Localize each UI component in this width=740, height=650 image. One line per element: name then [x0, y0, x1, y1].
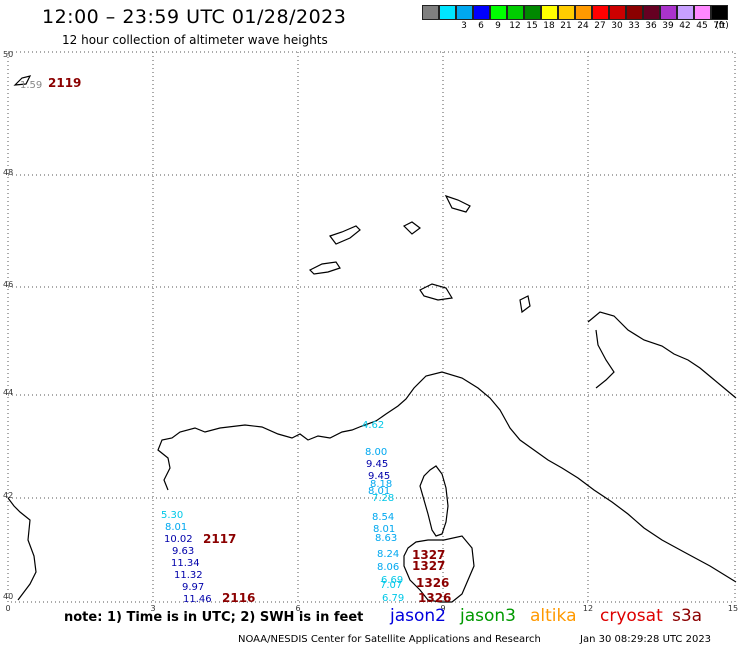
pass-number-label: 2119 [48, 76, 81, 90]
legend-swatch [422, 5, 439, 20]
legend-swatch [626, 5, 643, 20]
lon-tick-label: 9 [440, 604, 445, 613]
wave-height-label: 9.45 [368, 471, 390, 482]
legend-tick-label: 21 [560, 21, 572, 31]
wave-height-label: 4.62 [362, 420, 384, 431]
lon-tick-label: 6 [295, 604, 300, 613]
lat-tick-label: 40 [3, 592, 13, 601]
legend-tick-label: 15 [526, 21, 538, 31]
pass-number-label: 2117 [203, 532, 236, 546]
lon-tick-label: 15 [728, 604, 738, 613]
lon-tick-label: 12 [583, 604, 593, 613]
legend-tick-label: 42 [679, 21, 691, 31]
legend-tick-label: 39 [662, 21, 674, 31]
legend-tick-label: 70 [713, 21, 725, 31]
longitude-labels: 0 3 6 9 12 15 [5, 604, 738, 613]
legend-swatch [609, 5, 626, 20]
legend-tick-label: 9 [495, 21, 501, 31]
legend-tick-label: 27 [594, 21, 606, 31]
legend-tick-label: 30 [611, 21, 623, 31]
chart-subtitle: 12 hour collection of altimeter wave hei… [62, 33, 328, 47]
pass-number-label: 1326 [418, 591, 451, 605]
legend-tick-label: 3 [461, 21, 467, 31]
wave-height-label: 5.30 [161, 510, 183, 521]
legend-swatch [558, 5, 575, 20]
lon-tick-label: 3 [150, 604, 155, 613]
legend-swatch [711, 5, 728, 20]
wave-height-label: 8.24 [377, 549, 399, 560]
wave-height-label: 8.01 [373, 524, 395, 535]
legend-swatch [677, 5, 694, 20]
satellite-legend-entry: cryosat [600, 606, 663, 626]
latitude-labels: 50 48 46 44 42 40 [3, 50, 13, 601]
chart-title: 12:00 – 23:59 UTC 01/28/2023 [42, 6, 347, 28]
wave-height-label: 11.46 [183, 594, 212, 605]
legend-tick-label: 36 [645, 21, 657, 31]
wave-height-label: 8.00 [365, 447, 387, 458]
pass-number-label: 1326 [416, 576, 449, 590]
lat-tick-label: 44 [3, 388, 13, 397]
observation-labels: 1.594.628.009.459.458.188.017.288.548.01… [20, 80, 404, 605]
pass-number-label: 2116 [222, 591, 255, 605]
legend-swatch [643, 5, 660, 20]
lat-tick-label: 42 [3, 491, 13, 500]
satellite-legend-entry: jason3 [460, 606, 516, 626]
wave-height-label: 11.34 [171, 558, 200, 569]
legend-swatch [456, 5, 473, 20]
wave-height-label: 8.18 [370, 479, 392, 490]
generated-timestamp: Jan 30 08:29:28 UTC 2023 [580, 634, 712, 645]
legend-swatch [507, 5, 524, 20]
wave-height-label: 1.59 [20, 80, 42, 91]
legend-swatch [524, 5, 541, 20]
lat-tick-label: 48 [3, 168, 13, 177]
legend-tick-label: 12 [509, 21, 521, 31]
satellite-legend-entry: s3a [672, 606, 703, 626]
legend-swatch [575, 5, 592, 20]
legend-swatch [694, 5, 711, 20]
legend-swatch [660, 5, 677, 20]
legend-unit: (ft) [715, 21, 729, 31]
legend-tick-label: 6 [478, 21, 484, 31]
credit-line: NOAA/NESDIS Center for Satellite Applica… [238, 634, 541, 645]
lat-tick-label: 50 [3, 50, 13, 59]
legend-swatch [592, 5, 609, 20]
wave-height-label: 9.97 [182, 582, 204, 593]
legend-tick-label: 18 [543, 21, 555, 31]
wave-height-label: 7.07 [380, 580, 402, 591]
wave-height-label: 8.01 [165, 522, 187, 533]
legend-tick-label: 33 [628, 21, 640, 31]
wave-height-label: 8.63 [375, 533, 397, 544]
legend-tick-label: 24 [577, 21, 589, 31]
legend-swatch [490, 5, 507, 20]
pass-number-label: 1327 [412, 548, 445, 562]
wave-height-label: 11.32 [174, 570, 203, 581]
wave-height-label: 9.45 [366, 459, 388, 470]
wave-height-label: 6.79 [382, 593, 404, 604]
legend-tick-label: 45 [696, 21, 708, 31]
wave-height-label: 9.63 [172, 546, 194, 557]
color-legend [422, 5, 728, 20]
satellite-legend-entry: altika [530, 606, 577, 626]
coastline [7, 75, 737, 603]
pass-number-label: 1327 [412, 559, 445, 573]
wave-height-label: 8.01 [368, 486, 390, 497]
lon-tick-label: 0 [5, 604, 10, 613]
satellite-legend-entry: jason2 [390, 606, 446, 626]
wave-height-label: 8.06 [377, 562, 399, 573]
footnote: note: 1) Time is in UTC; 2) SWH is in fe… [64, 610, 364, 625]
legend-swatch [439, 5, 456, 20]
wave-height-label: 7.28 [372, 493, 394, 504]
wave-height-label: 6.69 [381, 575, 403, 586]
legend-swatch [541, 5, 558, 20]
wave-height-label: 10.02 [164, 534, 193, 545]
map-frame [7, 51, 736, 603]
lat-tick-label: 46 [3, 280, 13, 289]
legend-labels: 3 6 9 12 15 18 21 24 27 30 33 36 39 42 45 70 (ft) [422, 0, 740, 40]
wave-height-label: 8.54 [372, 512, 394, 523]
legend-swatch [473, 5, 490, 20]
